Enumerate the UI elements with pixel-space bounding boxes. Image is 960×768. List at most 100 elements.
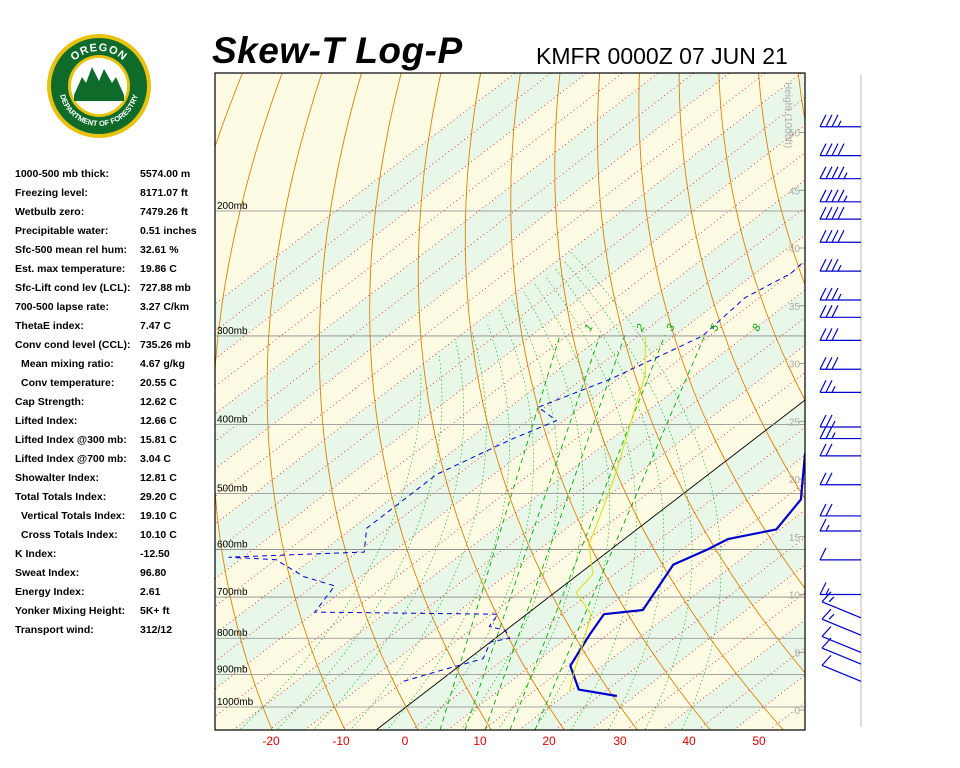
stat-row: Conv cond level (CCL): 735.26 mb [15, 339, 215, 358]
stat-label: Conv cond level (CCL): [15, 339, 131, 351]
pressure-label: 900mb [217, 665, 248, 676]
stat-value: 8171.07 ft [140, 187, 188, 199]
dry-adiabat [678, 73, 805, 500]
height-tick-label: 50 [789, 129, 801, 140]
pressure-label: 700mb [217, 587, 248, 598]
stat-label: 1000-500 mb thick: [15, 168, 109, 180]
x-tick-label: -10 [332, 734, 350, 748]
dry-adiabat [954, 60, 960, 740]
stat-label: Sweat Index: [15, 567, 80, 579]
wind-barb [819, 229, 861, 243]
stat-value: 7.47 C [140, 320, 171, 332]
stat-label: Showalter Index: [15, 472, 100, 484]
stat-label: Precipitable water: [15, 225, 109, 237]
stat-row: Sfc-Lift cond lev (LCL): 727.88 mb [15, 282, 215, 301]
moist-adiabat [386, 323, 510, 730]
height-tick-label: 20 [789, 475, 801, 486]
stat-value: 96.80 [140, 567, 167, 579]
stat-label: 700-500 lapse rate: [15, 301, 109, 313]
stat-row: Showalter Index: 12.81 C [15, 472, 215, 491]
stat-row: Total Totals Index: 29.20 C [15, 491, 215, 510]
stat-label: Lifted Index: [15, 415, 78, 427]
height-tick-label: 25 [789, 417, 801, 428]
moist-adiabat [460, 299, 559, 730]
dry-adiabat [758, 73, 805, 287]
isotherm-band [215, 73, 587, 359]
moist-adiabat [570, 251, 722, 730]
x-tick-label: 0 [402, 734, 409, 748]
dry-adiabat [266, 73, 346, 730]
stat-value: 20.55 C [140, 377, 177, 389]
wind-barb [819, 258, 861, 272]
moist-adiabat [497, 291, 584, 730]
moist-adiabat [312, 339, 465, 730]
stat-label: Conv temperature: [21, 377, 115, 389]
stat-row: Conv temperature: 20.55 C [15, 377, 215, 396]
dry-adiabat [797, 73, 805, 123]
dry-adiabat [369, 73, 492, 730]
stat-label: K Index: [15, 548, 57, 560]
pressure-label: 200mb [217, 201, 248, 212]
stat-label: Cross Totals Index: [21, 529, 118, 541]
stat-row: Transport wind: 312/12 [15, 624, 215, 643]
parcel-line [569, 335, 646, 692]
stat-value: 3.27 C/km [140, 301, 190, 313]
height-tick-label: 45 [789, 186, 801, 197]
wind-barb [819, 357, 861, 370]
stat-label: Wetbulb zero: [15, 206, 85, 218]
stat-value: 32.61 % [140, 244, 179, 256]
pressure-label: 500mb [217, 483, 248, 494]
height-tick-label: 15 [789, 533, 801, 544]
stat-value: 0.51 inches [140, 225, 197, 237]
moist-adiabat [239, 371, 422, 730]
wind-barb [819, 305, 861, 318]
stat-row: K Index: -12.50 [15, 548, 215, 567]
stats-panel: 1000-500 mb thick: 5574.00 m Freezing leve… [15, 168, 215, 643]
wind-barb [819, 328, 861, 341]
moist-adiabat [276, 355, 443, 730]
x-tick-label: -20 [262, 734, 280, 748]
pressure-label: 400mb [217, 415, 248, 426]
pressure-label: 1000mb [217, 697, 254, 708]
stat-label: Est. max temperature: [15, 263, 126, 275]
stat-row: Freezing level: 8171.07 ft [15, 187, 215, 206]
stat-row: Lifted Index @300 mb: 15.81 C [15, 434, 215, 453]
zero-isotherm [375, 399, 805, 730]
dry-adiabat [417, 73, 565, 730]
x-tick-label: 50 [752, 734, 766, 748]
wind-barb [819, 472, 861, 486]
stat-value: 735.26 mb [140, 339, 191, 351]
stat-row: Mean mixing ratio: 4.67 g/kg [15, 358, 215, 377]
dry-adiabat [98, 60, 209, 740]
stat-label: Vertical Totals Index: [21, 510, 126, 522]
wind-barb [821, 637, 862, 665]
stat-label: Freezing level: [15, 187, 88, 199]
stat-label: Transport wind: [15, 624, 94, 636]
wind-barb [819, 166, 861, 180]
stat-value: 29.20 C [140, 491, 177, 503]
height-tick-label: 40 [789, 244, 801, 255]
oregon-forestry-logo: OREGON DEPARTMENT OF FORESTRY [47, 34, 151, 138]
stat-label: Sfc-Lift cond lev (LCL): [15, 282, 131, 294]
wind-barb [821, 626, 862, 654]
stat-row: Vertical Totals Index: 19.10 C [15, 510, 215, 529]
stat-row: Wetbulb zero: 7479.26 ft [15, 206, 215, 225]
moist-adiabat [349, 331, 487, 730]
stat-row: Est. max temperature: 19.86 C [15, 263, 215, 282]
stat-value: 15.81 C [140, 434, 177, 446]
wind-barb [819, 547, 861, 561]
dry-adiabat [464, 73, 638, 730]
pressure-label: 800mb [217, 628, 248, 639]
dry-adiabat [554, 73, 785, 730]
dry-adiabat [915, 60, 960, 740]
wind-barb [819, 443, 861, 457]
mixing-ratio-line [464, 334, 601, 730]
height-tick-label: 30 [789, 360, 801, 371]
stat-label: Cap Strength: [15, 396, 85, 408]
stat-value: 312/12 [140, 624, 173, 636]
dry-adiabat [836, 60, 960, 740]
wind-barb [819, 414, 861, 428]
wind-barb [819, 426, 861, 440]
x-tick-label: 10 [473, 734, 487, 748]
